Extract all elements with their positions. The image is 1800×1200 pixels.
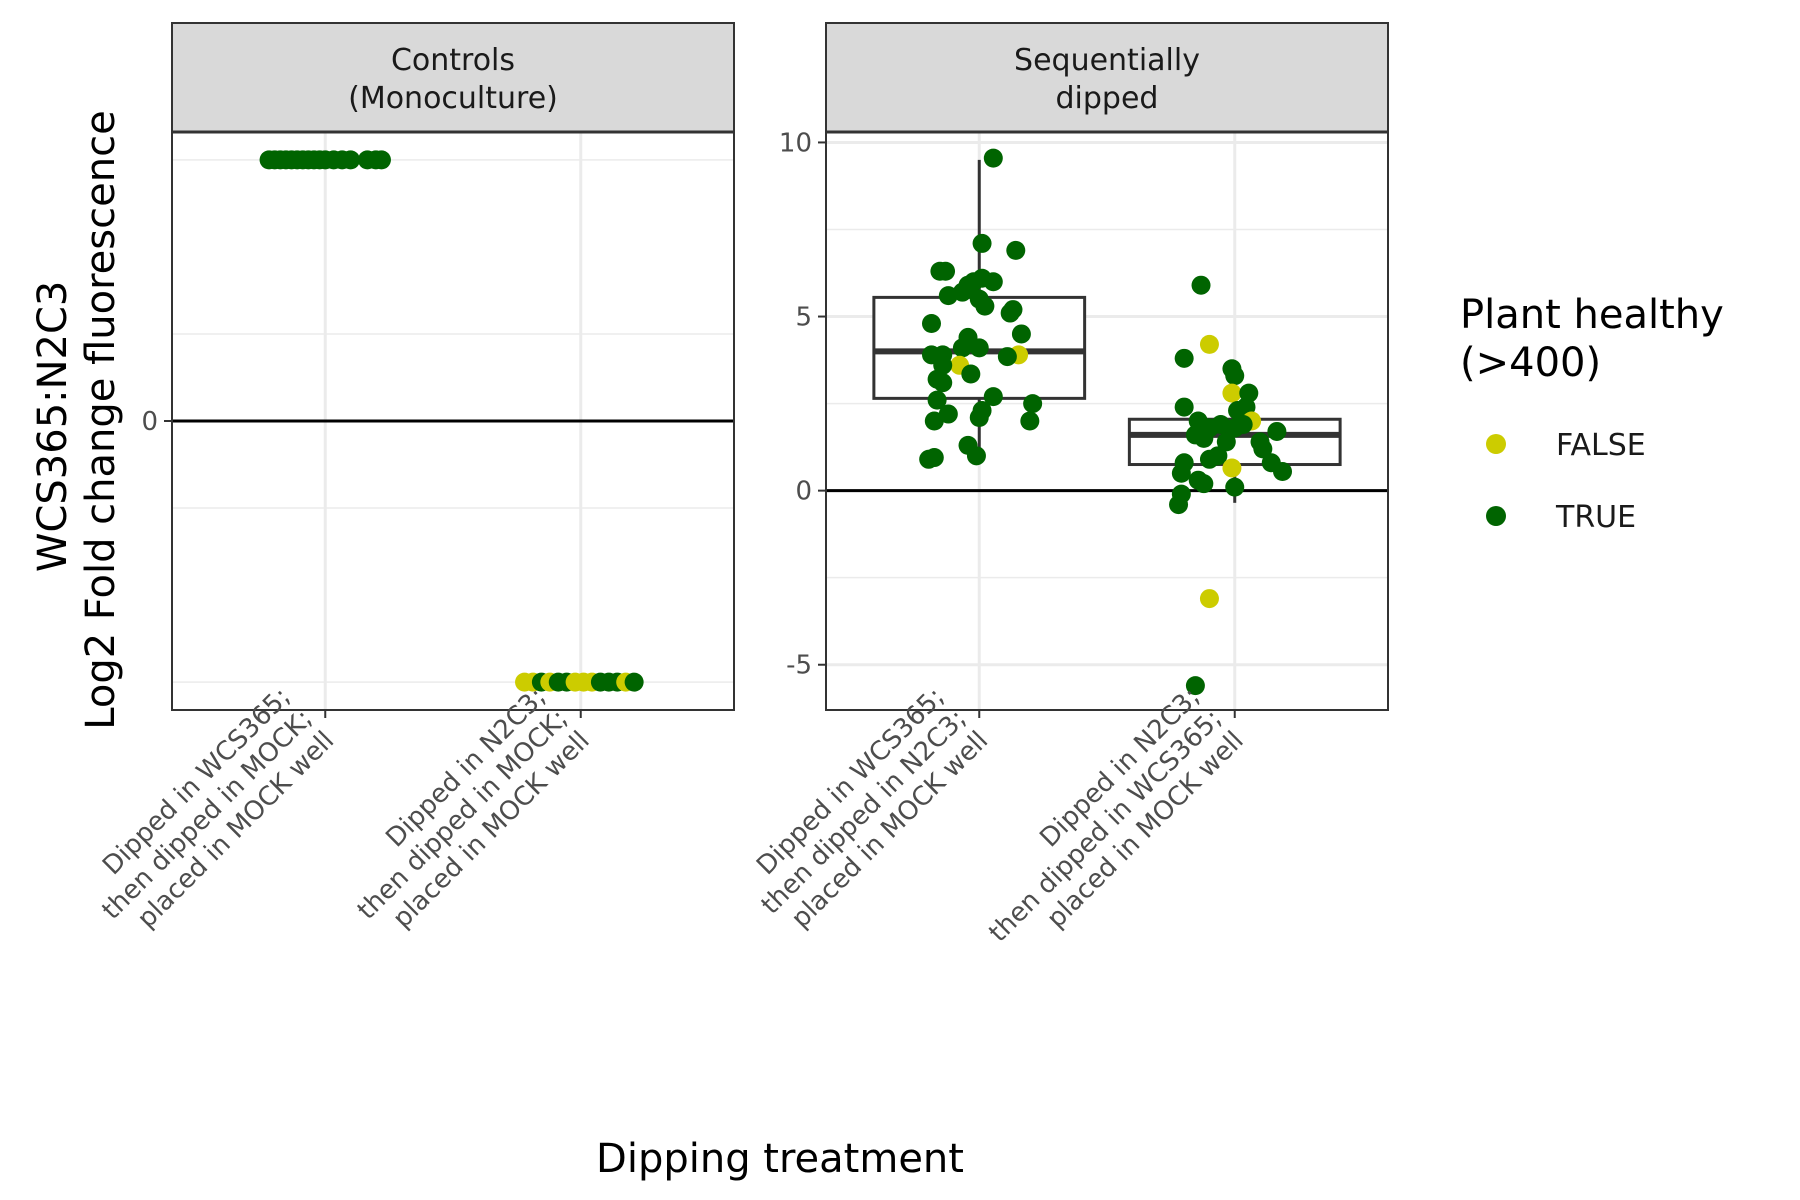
- y-axis-title-line-2: Log2 Fold change fluorescence: [78, 110, 124, 729]
- point-unhealthy: [1222, 458, 1242, 478]
- panel-strip-label-line: Controls: [391, 43, 515, 78]
- point-healthy: [1199, 449, 1219, 469]
- points: [919, 148, 1293, 696]
- y-tick-label: 0: [795, 477, 812, 507]
- points: [259, 150, 644, 692]
- panel-strip-label: Sequentially dipped: [1014, 43, 1200, 116]
- point-healthy: [969, 338, 989, 358]
- point-healthy: [1174, 348, 1194, 368]
- panel-strip-label-line: (Monoculture): [348, 81, 558, 116]
- point-healthy: [933, 373, 953, 393]
- point-healthy: [624, 672, 644, 692]
- point-healthy: [972, 233, 992, 253]
- legend-item-false: FALSE: [1486, 428, 1646, 463]
- point-healthy: [983, 148, 1003, 168]
- legend-label-false: FALSE: [1556, 428, 1646, 463]
- point-healthy: [983, 272, 1003, 292]
- point-healthy: [961, 364, 981, 384]
- panel-strip: [171, 22, 735, 133]
- point-healthy: [341, 150, 361, 170]
- point-healthy: [1216, 432, 1236, 452]
- point-healthy: [1194, 474, 1214, 494]
- point-healthy: [969, 408, 989, 428]
- legend-title-line-2: (>400): [1460, 340, 1601, 386]
- point-healthy: [1169, 495, 1189, 515]
- y-tick-label: 0: [141, 407, 158, 437]
- legend-title-line-1: Plant healthy: [1460, 292, 1724, 338]
- point-healthy: [938, 286, 958, 306]
- point-healthy: [983, 387, 1003, 407]
- point-unhealthy: [1199, 589, 1219, 609]
- panel-strip: [825, 22, 1389, 133]
- point-healthy: [952, 338, 972, 358]
- point-healthy: [1191, 275, 1211, 295]
- point-healthy: [921, 314, 941, 334]
- point-healthy: [1194, 428, 1214, 448]
- y-tick-label: 10: [779, 128, 812, 158]
- point-healthy: [1171, 463, 1191, 483]
- point-healthy: [966, 446, 986, 466]
- panel-strip-label-line: Sequentially: [1014, 43, 1200, 78]
- legend-key-true: [1486, 506, 1506, 526]
- legend-label-true: TRUE: [1555, 500, 1636, 535]
- y-axis-title: WCS365:N2C3 Log2 Fold change fluorescenc…: [30, 110, 124, 729]
- panel-strip-label-line: dipped: [1056, 81, 1159, 116]
- point-healthy: [1225, 418, 1245, 438]
- point-healthy: [1253, 439, 1273, 459]
- point-healthy: [936, 261, 956, 281]
- x-axis-title: Dipping treatment: [596, 1136, 964, 1182]
- point-healthy: [1185, 676, 1205, 696]
- point-healthy: [1020, 411, 1040, 431]
- legend-key-false: [1486, 434, 1506, 454]
- y-tick-label: -5: [786, 651, 812, 681]
- point-unhealthy: [1199, 334, 1219, 354]
- point-healthy: [927, 390, 947, 410]
- legend-title: Plant healthy (>400): [1460, 292, 1737, 386]
- point-healthy: [1267, 421, 1287, 441]
- point-healthy: [1006, 240, 1026, 260]
- point-healthy: [1023, 394, 1043, 414]
- point-healthy: [1003, 300, 1023, 320]
- legend: Plant healthy (>400) FALSE TRUE: [1460, 292, 1737, 535]
- point-healthy: [919, 449, 939, 469]
- point-healthy: [997, 347, 1017, 367]
- point-healthy: [924, 411, 944, 431]
- point-healthy: [938, 404, 958, 424]
- point-healthy: [1225, 366, 1245, 386]
- panel-strip-label: Controls (Monoculture): [348, 43, 558, 116]
- point-healthy: [1225, 477, 1245, 497]
- y-tick-label: 5: [795, 303, 812, 333]
- point-healthy: [1174, 397, 1194, 417]
- point-healthy: [1273, 461, 1293, 481]
- point-unhealthy: [1222, 383, 1242, 403]
- point-healthy: [1011, 324, 1031, 344]
- point-healthy: [975, 296, 995, 316]
- point-healthy: [371, 150, 391, 170]
- y-axis-title-line-1: WCS365:N2C3: [30, 281, 76, 572]
- legend-item-true: TRUE: [1486, 500, 1636, 535]
